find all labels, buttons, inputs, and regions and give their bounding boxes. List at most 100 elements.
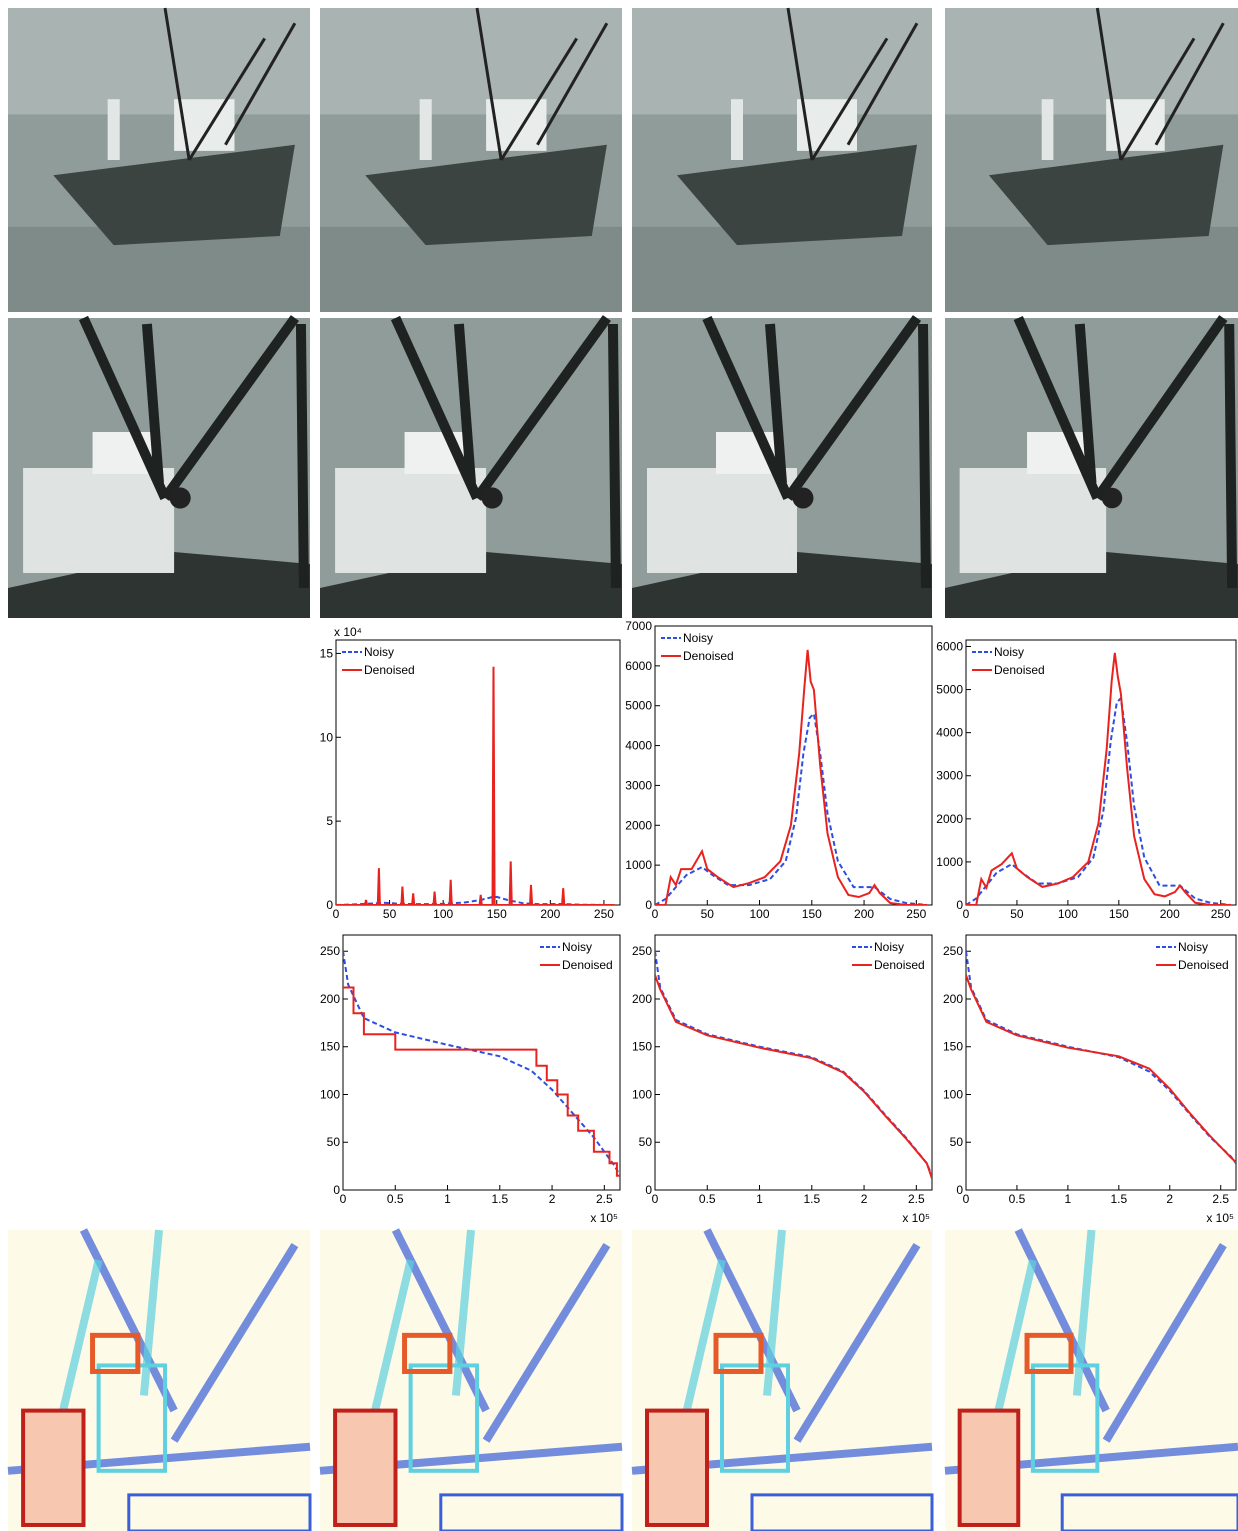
mast bbox=[765, 323, 787, 484]
x-tick-label: 2 bbox=[861, 1192, 868, 1206]
x-tick-label: 0 bbox=[963, 907, 970, 921]
mast bbox=[783, 315, 922, 501]
x-tick-label: 2 bbox=[1166, 1192, 1173, 1206]
legend-label: Denoised bbox=[1178, 958, 1229, 972]
image-panel bbox=[944, 1228, 1238, 1531]
y-tick-label: 3000 bbox=[936, 769, 963, 783]
mast bbox=[1074, 323, 1097, 484]
chart: 0 50 100 150 200 250 0 0.5 1 1.5 2 2.5 x 10⁵ Noisy Den… bbox=[632, 934, 933, 1225]
y-tick-label: 7000 bbox=[625, 619, 652, 633]
x-tick-label: 0 bbox=[652, 907, 659, 921]
legend-label: Noisy bbox=[562, 940, 592, 954]
cabin bbox=[23, 468, 175, 573]
x-tick-label: 50 bbox=[701, 907, 715, 921]
x-multiplier: x 10⁵ bbox=[590, 1211, 618, 1225]
mast bbox=[1013, 315, 1102, 501]
y-tick-label: 200 bbox=[320, 992, 340, 1006]
x-tick-label: 0.5 bbox=[1009, 1192, 1026, 1206]
y-tick-label: 4000 bbox=[936, 726, 963, 740]
boat-hull bbox=[53, 144, 295, 246]
mast bbox=[475, 7, 503, 161]
x-tick-label: 2.5 bbox=[1212, 1192, 1229, 1206]
contour-region bbox=[21, 1408, 86, 1527]
y-tick-label: 3000 bbox=[625, 778, 652, 792]
y-tick-label: 150 bbox=[632, 1040, 652, 1054]
contour-region bbox=[750, 1493, 934, 1531]
sky bbox=[8, 8, 310, 115]
boat-hull bbox=[677, 144, 917, 246]
mast bbox=[536, 22, 609, 146]
y-tick-label: 0 bbox=[956, 1183, 963, 1197]
series-line bbox=[966, 696, 1232, 905]
y-tick-label: 250 bbox=[943, 944, 963, 958]
lighthouse bbox=[1041, 99, 1054, 160]
x-tick-label: 100 bbox=[750, 907, 770, 921]
contour-region bbox=[1030, 1363, 1100, 1473]
x-tick-label: 150 bbox=[487, 907, 507, 921]
x-tick-label: 1.5 bbox=[803, 1192, 820, 1206]
cabin bbox=[647, 468, 797, 573]
y-tick-label: 4000 bbox=[625, 739, 652, 753]
y-tick-label: 150 bbox=[943, 1040, 963, 1054]
sky bbox=[945, 8, 1238, 115]
image-panel bbox=[631, 1228, 934, 1531]
cabin bbox=[959, 468, 1107, 573]
series-line bbox=[336, 666, 615, 905]
image-panel bbox=[8, 315, 310, 618]
contour-region bbox=[127, 1493, 312, 1531]
contour-line bbox=[793, 1242, 921, 1443]
contour-line bbox=[1102, 1242, 1227, 1443]
mast bbox=[1093, 315, 1228, 501]
boat-bow bbox=[320, 552, 622, 618]
contour-region bbox=[96, 1363, 168, 1473]
legend-label: Denoised bbox=[874, 958, 925, 972]
mast bbox=[295, 323, 309, 589]
contour-region bbox=[645, 1408, 709, 1527]
mast bbox=[390, 315, 482, 501]
contour-region bbox=[720, 1363, 790, 1473]
mast bbox=[499, 37, 578, 161]
series-line bbox=[655, 974, 932, 1179]
image-panel bbox=[945, 315, 1238, 618]
boat-hull bbox=[988, 144, 1224, 246]
contour-region bbox=[957, 1408, 1021, 1527]
y-tick-label: 250 bbox=[320, 944, 340, 958]
plot-area bbox=[654, 934, 933, 1191]
mast bbox=[163, 7, 191, 161]
y-tick-label: 0 bbox=[645, 898, 652, 912]
y-tick-label: 50 bbox=[327, 1135, 341, 1149]
mast bbox=[141, 323, 164, 484]
plot-area bbox=[965, 934, 1237, 1191]
contour-region bbox=[713, 1332, 764, 1374]
legend-label: Noisy bbox=[994, 645, 1024, 659]
x-tick-label: 0 bbox=[963, 1192, 970, 1206]
contour-line bbox=[763, 1229, 786, 1396]
y-tick-label: 50 bbox=[950, 1135, 964, 1149]
contour-region bbox=[1024, 1332, 1074, 1374]
x-tick-label: 1 bbox=[1065, 1192, 1072, 1206]
mast bbox=[1095, 7, 1123, 161]
x-tick-label: 0 bbox=[340, 1192, 347, 1206]
sky bbox=[320, 8, 622, 115]
x-multiplier: x 10⁵ bbox=[1206, 1211, 1234, 1225]
image-panel bbox=[8, 7, 310, 312]
x-tick-label: 100 bbox=[433, 907, 453, 921]
y-tick-label: 0 bbox=[333, 1183, 340, 1197]
mast bbox=[1224, 323, 1238, 589]
mast bbox=[78, 315, 170, 501]
y-tick-label: 0 bbox=[956, 898, 963, 912]
series-line bbox=[966, 974, 1236, 1164]
mast bbox=[918, 323, 931, 589]
legend-label: Denoised bbox=[562, 958, 613, 972]
x-tick-label: 50 bbox=[1010, 907, 1024, 921]
y-tick-label: 10 bbox=[320, 730, 334, 744]
chart: 0 1000 2000 3000 4000 5000 6000 7000 0 50 100 150 20… bbox=[625, 619, 933, 921]
lighthouse bbox=[731, 99, 743, 160]
y-tick-label: 1000 bbox=[936, 855, 963, 869]
x-tick-label: 0 bbox=[652, 1192, 659, 1206]
x-tick-label: 2.5 bbox=[596, 1192, 613, 1206]
y-tick-label: 200 bbox=[943, 992, 963, 1006]
legend-label: Noisy bbox=[1178, 940, 1208, 954]
x-tick-label: 1 bbox=[756, 1192, 763, 1206]
